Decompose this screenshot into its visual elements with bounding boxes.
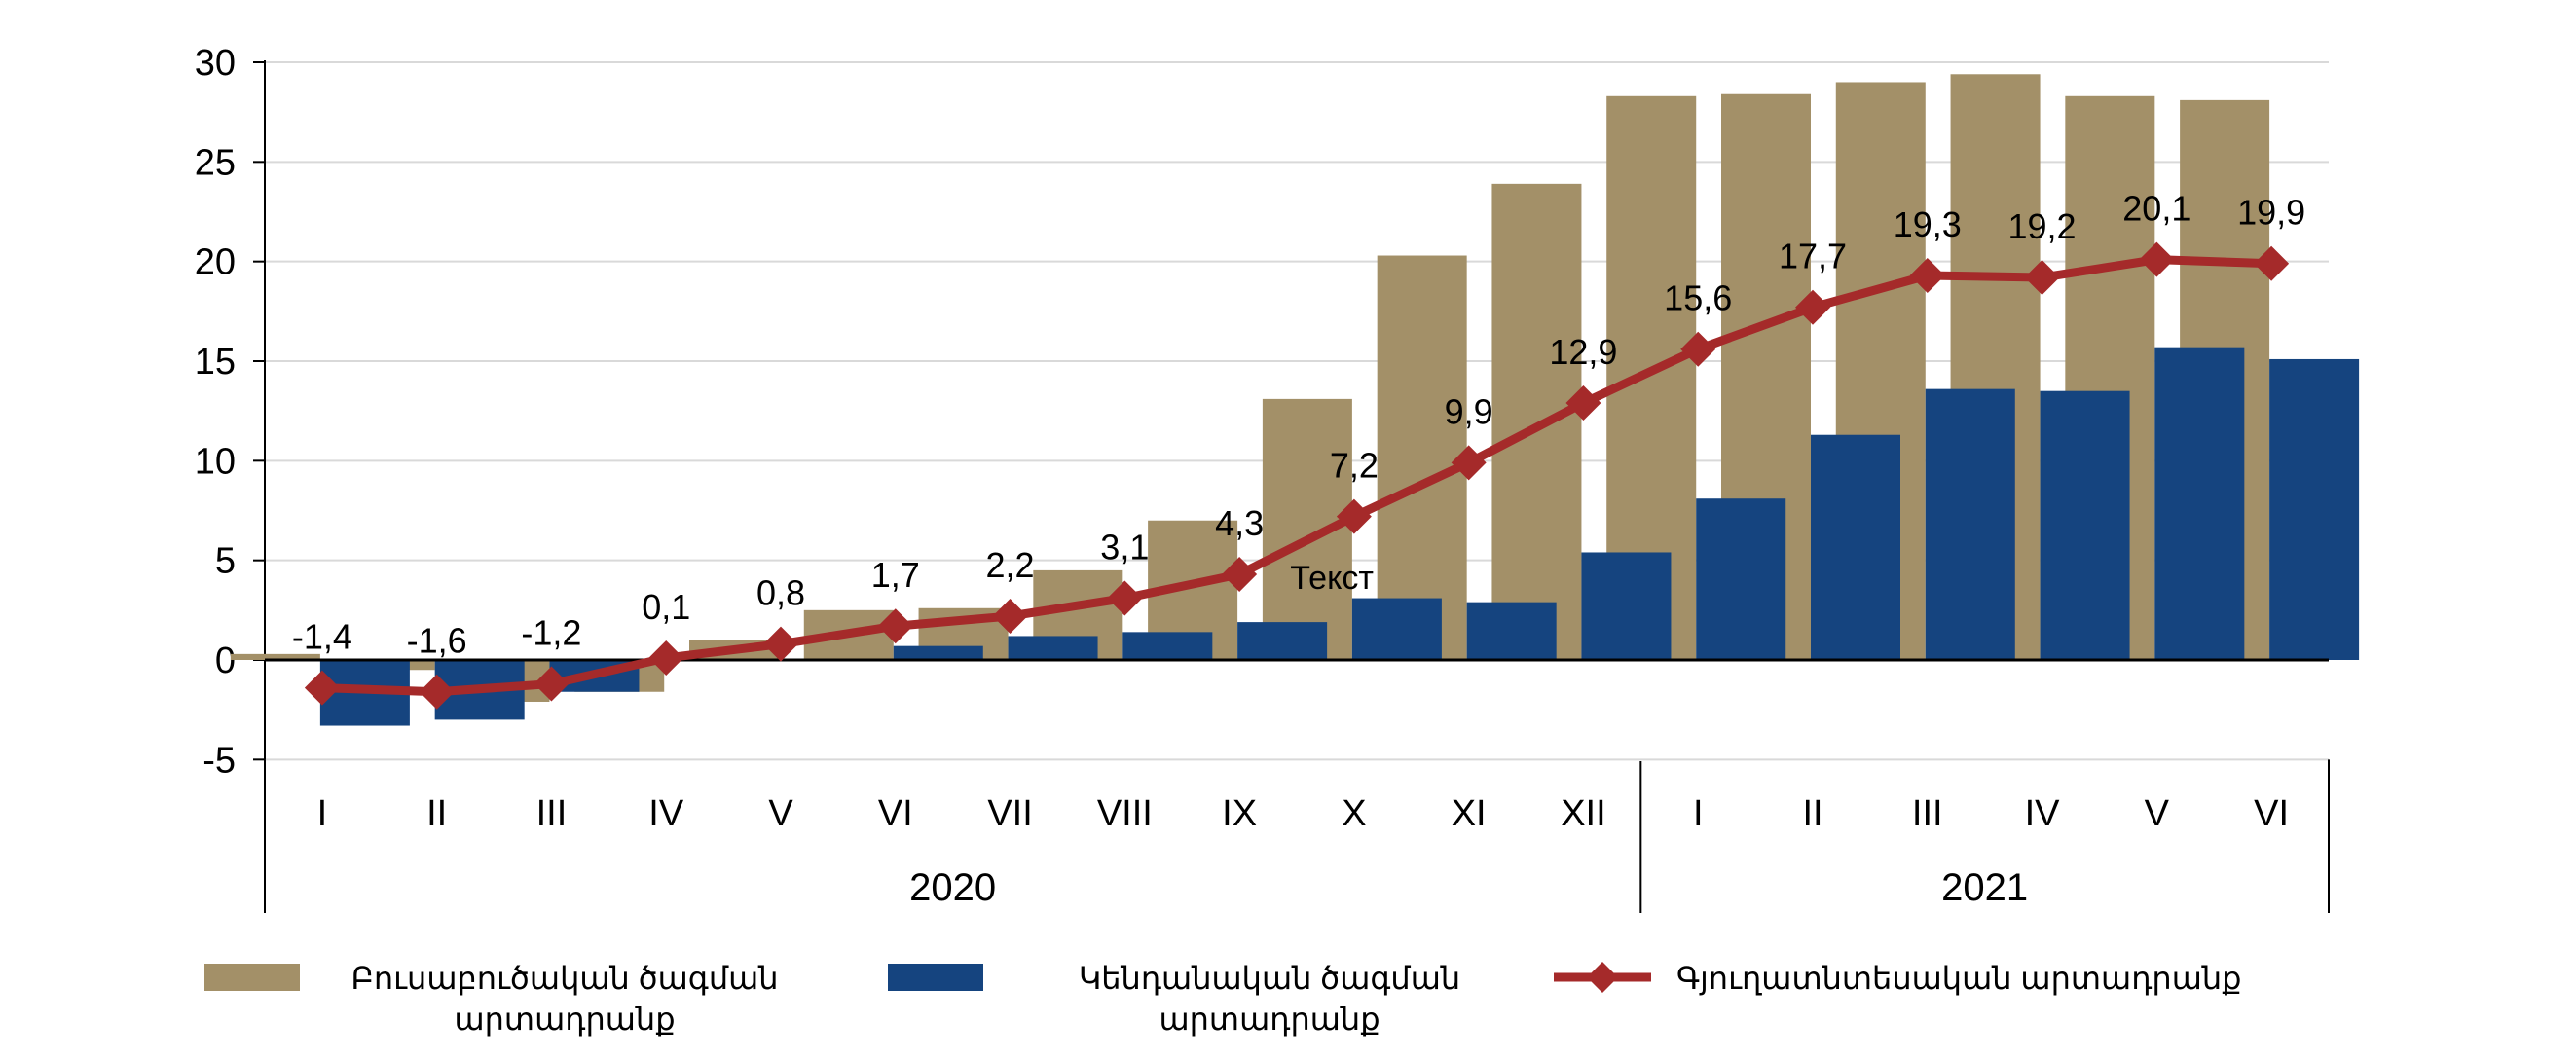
line-point-marker (534, 666, 570, 702)
year-label: 2020 (909, 866, 996, 909)
line-point-marker (1680, 331, 1716, 367)
bar-animal (1811, 434, 1900, 660)
bar-animal (2269, 358, 2360, 660)
x-tick-label: XII (1561, 793, 1605, 834)
data-label: -1,6 (407, 621, 467, 661)
bar-animal (1237, 622, 1328, 660)
x-tick-label: IV (2025, 793, 2061, 834)
data-label: 15,6 (1664, 278, 1732, 318)
x-tick-label: VIII (1097, 793, 1153, 834)
bar-animal (1008, 636, 1098, 660)
data-label: -1,2 (521, 613, 581, 653)
data-label: 3,1 (1100, 528, 1149, 567)
bar-animal (1581, 552, 1672, 660)
legend-swatch-marker (1587, 962, 1618, 993)
line-point-marker (2024, 260, 2060, 296)
line-point-marker (1451, 445, 1487, 481)
data-label: 12,9 (1549, 332, 1617, 372)
series-line (321, 255, 2272, 697)
x-tick-label: II (426, 793, 447, 834)
data-label: 4,3 (1215, 503, 1264, 543)
bar-plant (230, 653, 320, 660)
line-point-marker (1107, 580, 1143, 616)
annotation-text: Текст (1290, 560, 1374, 597)
bar-plant (1262, 398, 1352, 660)
legend-swatch-plant (204, 964, 300, 991)
y-tick-label: 15 (195, 342, 236, 383)
year-label: 2021 (1941, 866, 2028, 909)
bar-plant (1491, 183, 1582, 660)
data-label: 1,7 (871, 555, 920, 595)
y-tick-label: 20 (195, 242, 236, 283)
x-tick-label: X (1342, 793, 1366, 834)
line-point-marker (1909, 257, 1945, 293)
line-point-marker (419, 674, 455, 710)
bar-animal (1351, 598, 1442, 660)
data-label: 17,7 (1779, 237, 1847, 276)
bar-animal (1696, 498, 1786, 660)
legend-swatch-animal (888, 964, 983, 991)
bar-animal (2154, 347, 2245, 660)
x-tick-label: I (1693, 793, 1704, 834)
data-label: 19,9 (2237, 193, 2305, 233)
x-tick-label: V (2145, 793, 2170, 834)
data-label: -1,4 (292, 617, 352, 657)
data-label: 7,2 (1330, 446, 1379, 486)
line-point-marker (1222, 556, 1258, 592)
legend-label: Գյուղատնտեսական արտադրանք (1676, 961, 2242, 996)
y-tick-label: 10 (195, 441, 236, 482)
line-point-marker (2139, 241, 2175, 277)
line-point-marker (1565, 384, 1601, 421)
x-tick-label: VII (987, 793, 1032, 834)
y-tick-label: 0 (215, 640, 236, 681)
line-point-marker (2254, 245, 2290, 281)
y-tick-label: 25 (195, 142, 236, 183)
legend-label: արտադրանք (454, 1002, 675, 1037)
line-point-marker (1795, 289, 1830, 325)
bar-animal (2040, 390, 2130, 660)
legend-label: Բուսաբուծական ծագման (350, 961, 778, 996)
data-label: 19,3 (1894, 204, 1962, 244)
legend-label: արտադրանք (1159, 1002, 1380, 1037)
bar-animal (1122, 632, 1213, 660)
x-tick-label: IX (1222, 793, 1257, 834)
bar-animal (1925, 388, 2015, 660)
data-label: 0,1 (642, 587, 690, 627)
line-point-marker (992, 598, 1028, 634)
x-tick-label: III (1912, 793, 1943, 834)
x-tick-label: I (317, 793, 328, 834)
data-label: 2,2 (986, 545, 1035, 585)
bar-plant (1377, 255, 1467, 660)
x-tick-label: XI (1452, 793, 1487, 834)
data-label: 9,9 (1445, 391, 1493, 431)
data-label: 19,2 (2008, 206, 2077, 246)
y-tick-label: 5 (215, 541, 236, 582)
x-tick-label: VI (878, 793, 913, 834)
bar-animal (1466, 602, 1557, 660)
line-point-marker (648, 640, 684, 676)
bar-animal (893, 645, 983, 660)
x-tick-label: V (768, 793, 793, 834)
line-point-marker (1336, 498, 1372, 534)
line-point-marker (763, 626, 798, 662)
line-point-marker (877, 608, 913, 644)
x-tick-label: VI (2254, 793, 2289, 834)
data-label: 0,8 (756, 573, 805, 613)
y-tick-label: 30 (195, 43, 236, 84)
y-tick-label: -5 (202, 740, 236, 781)
legend-label: Կենդանական ծագման (1079, 961, 1460, 996)
x-tick-label: III (536, 793, 568, 834)
x-tick-label: IV (648, 793, 684, 834)
data-label: 20,1 (2122, 189, 2190, 229)
line-point-marker (304, 670, 340, 706)
x-tick-label: II (1802, 793, 1822, 834)
